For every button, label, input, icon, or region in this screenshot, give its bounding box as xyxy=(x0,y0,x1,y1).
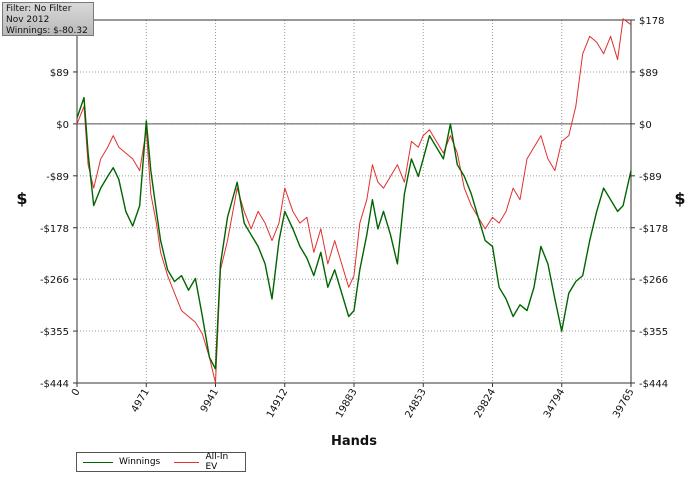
y-tick-label-left: -$355 xyxy=(40,327,69,338)
x-tick-label: 14912 xyxy=(265,387,290,420)
y-tick-label-left: -$444 xyxy=(40,379,69,390)
x-tick-label: 9941 xyxy=(199,387,221,415)
x-tick-label: 24853 xyxy=(403,387,428,420)
x-axis-title: Hands xyxy=(331,434,377,449)
filter-text: Filter: No Filter xyxy=(6,4,72,14)
y-tick-label-right: -$444 xyxy=(639,379,668,390)
x-tick-label: 4971 xyxy=(130,387,152,415)
legend-item-winnings: Winnings xyxy=(83,457,160,467)
filter-info-box: Filter: No Filter Nov 2012 Winnings: $-8… xyxy=(2,2,94,36)
y-axis-title-left: $ xyxy=(16,189,27,208)
winnings-text: Winnings: $-80.32 xyxy=(6,26,88,36)
y-tick-label-right: $89 xyxy=(639,68,658,79)
x-tick-label: 19883 xyxy=(334,387,359,420)
series-line-winnings xyxy=(76,96,632,370)
legend-label-all-in-ev: All-In EV xyxy=(205,452,229,472)
y-tick-label-right: -$355 xyxy=(639,327,668,338)
x-tick-label: 39765 xyxy=(611,387,636,420)
y-tick-label-right: -$89 xyxy=(639,172,662,183)
y-tick-label-right: $0 xyxy=(639,120,652,131)
y-tick-label-left: -$89 xyxy=(46,172,69,183)
chart-legend: Winnings All-In EV xyxy=(76,452,246,472)
x-tick-label: 0 xyxy=(70,387,83,398)
y-tick-label-left: $89 xyxy=(50,68,69,79)
y-tick-label-left: -$178 xyxy=(40,224,69,235)
legend-swatch-all-in-ev xyxy=(174,461,200,463)
legend-label-winnings: Winnings xyxy=(119,457,161,467)
x-tick-label: 34794 xyxy=(542,387,567,420)
series-line-all-in-ev xyxy=(76,18,632,384)
y-tick-label-left: -$266 xyxy=(40,275,69,286)
y-axis-title-right: $ xyxy=(674,189,685,208)
y-tick-label-right: $178 xyxy=(639,16,664,27)
period-text: Nov 2012 xyxy=(6,15,50,25)
y-tick-label-left: $0 xyxy=(56,120,69,131)
x-tick-label: 29824 xyxy=(473,387,498,420)
y-tick-label-right: -$266 xyxy=(639,275,668,286)
y-tick-label-right: -$178 xyxy=(639,224,668,235)
legend-item-all-in-ev: All-In EV xyxy=(174,452,237,472)
legend-swatch-winnings xyxy=(83,461,113,463)
